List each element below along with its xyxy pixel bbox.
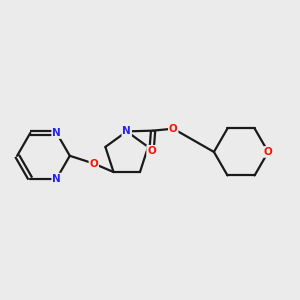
Text: O: O — [147, 146, 156, 156]
Text: N: N — [122, 126, 131, 136]
Text: O: O — [264, 147, 272, 157]
Text: O: O — [89, 159, 98, 169]
Text: N: N — [52, 174, 61, 184]
Text: O: O — [169, 124, 178, 134]
Text: N: N — [52, 128, 61, 138]
